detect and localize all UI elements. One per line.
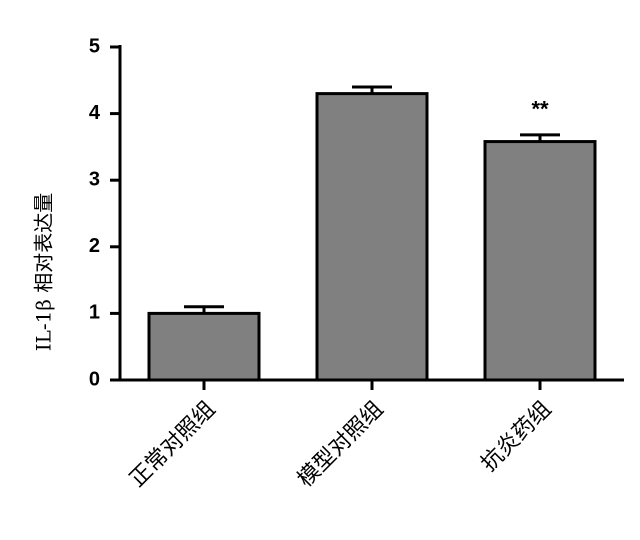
y-tick-label: 5 — [89, 35, 100, 57]
y-tick-label: 4 — [89, 102, 101, 124]
x-tick-label: 抗炎药组 — [477, 397, 557, 477]
y-tick-label: 0 — [89, 368, 100, 390]
bar — [147, 311, 261, 382]
bar — [483, 140, 597, 382]
annotation: ** — [531, 97, 549, 122]
y-axis-label: IL-1β 相对表达量 — [32, 193, 56, 352]
y-tick-label: 2 — [89, 235, 100, 257]
bar — [315, 92, 429, 382]
y-tick-label: 1 — [89, 302, 100, 324]
x-tick-label: 正常对照组 — [125, 397, 220, 492]
y-tick-label: 3 — [89, 168, 100, 190]
x-tick-label: 模型对照组 — [293, 397, 388, 492]
